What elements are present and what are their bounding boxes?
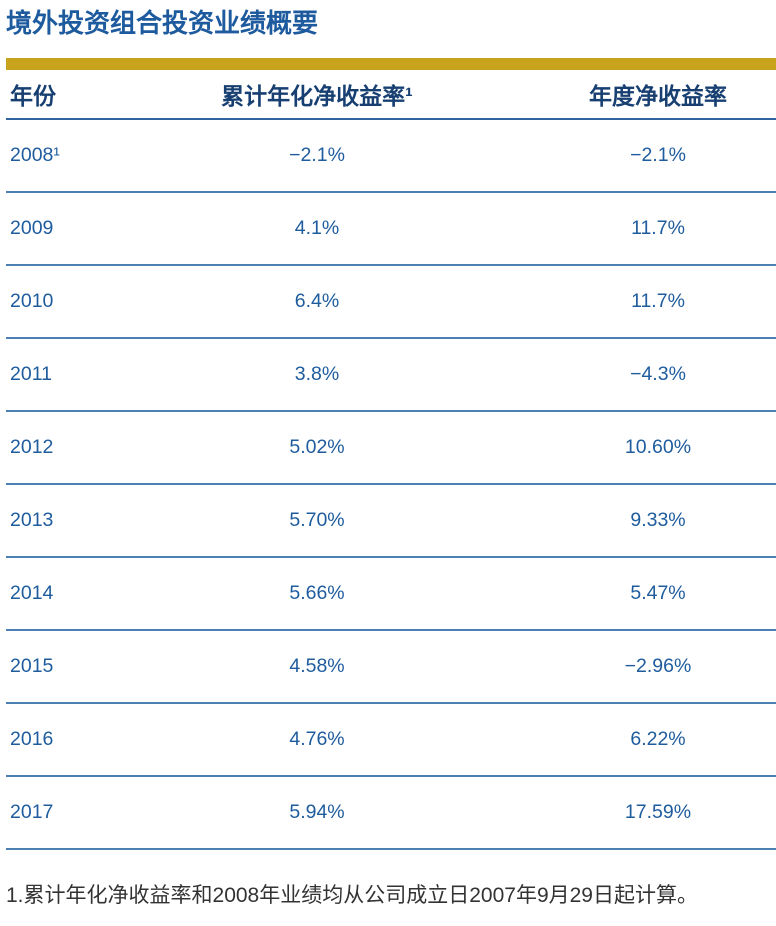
table-row: 2008¹ −2.1% −2.1%	[6, 119, 776, 193]
year-cell: 2011	[6, 338, 94, 412]
annual-return-cell: 5.47%	[540, 557, 776, 631]
year-cell: 2008¹	[6, 119, 94, 193]
cumulative-return-cell: 4.58%	[94, 630, 540, 704]
cumulative-return-cell: 6.4%	[94, 265, 540, 339]
annual-return-cell: 17.59%	[540, 776, 776, 850]
year-cell: 2012	[6, 411, 94, 485]
year-cell: 2016	[6, 703, 94, 777]
column-header-annual-return: 年度净收益率	[540, 70, 776, 120]
column-header-cumulative-return: 累计年化净收益率¹	[94, 70, 540, 120]
table-row: 2016 4.76% 6.22%	[6, 703, 776, 777]
cumulative-return-cell: 3.8%	[94, 338, 540, 412]
table-row: 2009 4.1% 11.7%	[6, 192, 776, 266]
table-row: 2013 5.70% 9.33%	[6, 484, 776, 558]
annual-return-cell: −2.1%	[540, 119, 776, 193]
annual-return-cell: 6.22%	[540, 703, 776, 777]
cumulative-return-cell: 4.1%	[94, 192, 540, 266]
table-row: 2014 5.66% 5.47%	[6, 557, 776, 631]
year-cell: 2013	[6, 484, 94, 558]
annual-return-cell: −2.96%	[540, 630, 776, 704]
page-title: 境外投资组合投资业绩概要	[6, 8, 319, 38]
year-cell: 2009	[6, 192, 94, 266]
table-row: 2011 3.8% −4.3%	[6, 338, 776, 412]
gold-accent-bar	[6, 58, 776, 70]
annual-return-cell: 11.7%	[540, 192, 776, 266]
year-cell: 2010	[6, 265, 94, 339]
cumulative-return-cell: 5.94%	[94, 776, 540, 850]
table-header-row: 年份 累计年化净收益率¹ 年度净收益率	[6, 70, 776, 120]
table-row: 2015 4.58% −2.96%	[6, 630, 776, 704]
performance-table: 年份 累计年化净收益率¹ 年度净收益率 2008¹ −2.1% −2.1% 20…	[6, 70, 776, 850]
table-row: 2012 5.02% 10.60%	[6, 411, 776, 485]
cumulative-return-cell: 5.02%	[94, 411, 540, 485]
table-row: 2010 6.4% 11.7%	[6, 265, 776, 339]
annual-return-cell: 11.7%	[540, 265, 776, 339]
cumulative-return-cell: 5.66%	[94, 557, 540, 631]
annual-return-cell: 10.60%	[540, 411, 776, 485]
cumulative-return-cell: 5.70%	[94, 484, 540, 558]
year-cell: 2014	[6, 557, 94, 631]
annual-return-cell: −4.3%	[540, 338, 776, 412]
cumulative-return-cell: 4.76%	[94, 703, 540, 777]
year-cell: 2015	[6, 630, 94, 704]
report-table-section: 境外投资组合投资业绩概要 年份 累计年化净收益率¹ 年度净收益率 2008¹ −…	[6, 0, 776, 909]
column-header-year: 年份	[6, 70, 94, 120]
annual-return-cell: 9.33%	[540, 484, 776, 558]
year-cell: 2017	[6, 776, 94, 850]
table-row: 2017 5.94% 17.59%	[6, 776, 776, 850]
footnote: 1.累计年化净收益率和2008年业绩均从公司成立日2007年9月29日起计算。	[6, 884, 698, 907]
cumulative-return-cell: −2.1%	[94, 119, 540, 193]
